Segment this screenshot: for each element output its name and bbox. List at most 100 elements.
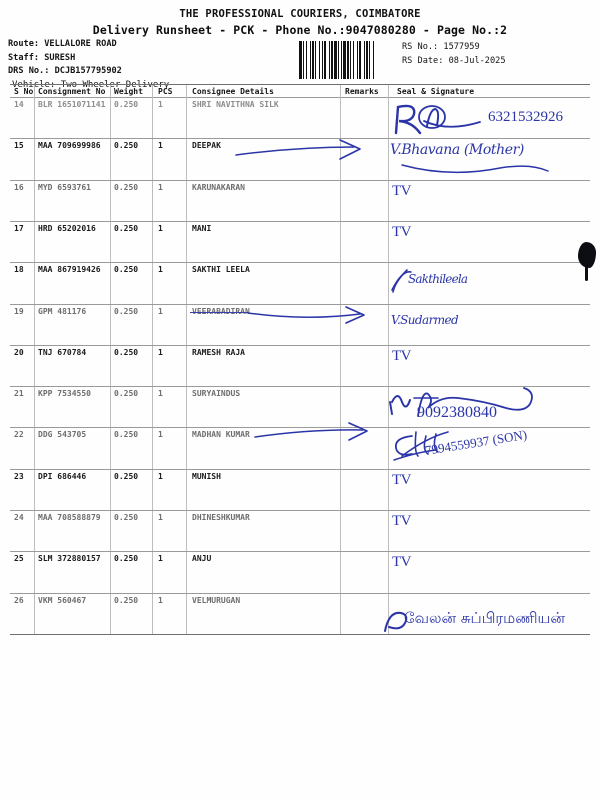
cell-consignee: RAMESH RAJA: [192, 347, 245, 357]
row-rule-21: [10, 427, 590, 429]
cell-pcs: 1: [158, 306, 163, 316]
route-label: Route:: [8, 39, 40, 49]
cell-consignee: VEERABADIRAN: [192, 307, 250, 316]
column-divider-4: [340, 85, 341, 634]
row-rule-25: [10, 592, 590, 594]
cell-consignment_no: MYD 6593761: [38, 182, 91, 192]
cell-pcs: 1: [158, 265, 163, 275]
header-rule: [10, 97, 590, 98]
column-header-remarks: Remarks: [345, 87, 379, 96]
signature-phone-row-22: 7994559937 (SON): [424, 427, 529, 459]
cell-pcs: 1: [158, 554, 163, 564]
column-header-consignee: Consignee Details: [192, 87, 274, 96]
signature-phone-row-21: 9092380840: [417, 404, 497, 422]
cell-sno: 16: [14, 182, 24, 192]
cell-pcs: 1: [158, 223, 163, 233]
page-title: Delivery Runsheet - PCK - Phone No.:9047…: [92, 23, 508, 37]
runsheet-meta-right: RS No.: 1577959 RS Date: 08-Jul-2025: [402, 41, 506, 68]
cell-sno: 25: [14, 554, 24, 564]
cell-weight: 0.250: [114, 471, 139, 481]
row-rule-24: [10, 551, 590, 553]
cell-sno: 24: [14, 513, 24, 522]
cell-consignment_no: MAA 709699986: [38, 141, 101, 151]
signature-mark-row-18: Sakthileela: [408, 272, 468, 287]
cell-weight: 0.250: [114, 100, 139, 109]
column-divider-5: [388, 85, 389, 634]
cell-consignment_no: GPM 481176: [38, 306, 87, 316]
signature-initials-row-25: TV: [392, 554, 412, 571]
signature-initials-row-24: TV: [392, 513, 412, 529]
cell-weight: 0.250: [114, 223, 139, 233]
row-rule-15: [10, 179, 590, 181]
rs-no-line: RS No.: 1577959: [402, 41, 506, 55]
cell-pcs: 1: [158, 513, 163, 522]
cell-weight: 0.250: [114, 347, 139, 357]
signature-mark-row-14: [394, 104, 481, 135]
cell-consignment_no: SLM 372880157: [38, 554, 101, 564]
route-value: VELLALORE ROAD: [44, 39, 117, 49]
cell-consignment_no: DDG 543705: [38, 430, 87, 440]
signature-initials-row-20: TV: [392, 347, 412, 364]
column-header-pcs: PCS: [158, 87, 173, 96]
cell-consignee: ANJU: [192, 554, 212, 564]
cell-pcs: 1: [158, 100, 163, 109]
table-top-rule: [10, 84, 590, 85]
column-divider-0: [34, 85, 35, 634]
ink-blot-tail: [585, 264, 588, 281]
cell-sno: 21: [14, 389, 24, 399]
signature-underline-row-15: [401, 164, 549, 174]
consignee-arrow-row-22: [254, 422, 368, 442]
drs-line: DRS No.: DCJB157795902: [8, 65, 169, 79]
column-divider-1: [110, 85, 111, 634]
cell-consignee: VELMURUGAN: [192, 595, 241, 605]
consignee-arrow-row-19: [247, 305, 365, 324]
staff-label: Staff:: [8, 52, 40, 63]
company-title: THE PROFESSIONAL COURIERS, COIMBATORE: [179, 8, 421, 20]
row-rule-22: [10, 468, 590, 470]
cell-weight: 0.250: [114, 265, 139, 275]
cell-weight: 0.250: [114, 554, 139, 564]
consignee-arrow-row-15: [235, 139, 361, 161]
rs-no-value: 1577959: [443, 42, 480, 52]
cell-sno: 18: [14, 265, 24, 275]
cell-consignment_no: HRD 65202016: [38, 223, 96, 233]
signature-mark-row-26: வேலன் சுப்பிரமணியன்: [404, 608, 565, 627]
cell-pcs: 1: [158, 389, 163, 399]
cell-consignee: DHINESHKUMAR: [192, 513, 250, 522]
column-divider-2: [152, 85, 153, 634]
consignee-strikethrough-row-19: [190, 311, 248, 313]
cell-pcs: 1: [158, 471, 163, 481]
column-header-sno: S No: [14, 87, 34, 96]
column-divider-3: [186, 85, 187, 634]
cell-consignment_no: DPI 686446: [38, 471, 87, 481]
cell-pcs: 1: [158, 347, 163, 357]
cell-sno: 23: [14, 471, 24, 481]
signature-phone-row-14: 6321532926: [488, 109, 563, 125]
cell-weight: 0.250: [114, 430, 139, 440]
ink-blot: [578, 241, 596, 268]
route-line: Route: VELLALORE ROAD: [8, 38, 169, 52]
staff-line: Staff: SURESH: [8, 52, 169, 66]
cell-sno: 14: [14, 100, 24, 109]
cell-consignment_no: MAA 867919426: [38, 265, 101, 275]
signature-initials-row-16: TV: [392, 182, 412, 199]
cell-sno: 19: [14, 306, 24, 316]
cell-pcs: 1: [158, 430, 163, 440]
cell-consignment_no: KPP 7534550: [38, 389, 91, 399]
cell-consignee: MADHAN KUMAR: [192, 430, 250, 440]
row-rule-23: [10, 510, 590, 511]
cell-consignee: MUNISH: [192, 471, 221, 481]
cell-pcs: 1: [158, 182, 163, 192]
rs-date-label: RS Date:: [402, 55, 444, 66]
cell-sno: 20: [14, 347, 24, 357]
cell-weight: 0.250: [114, 141, 139, 151]
cell-consignee: SURYAINDUS: [192, 389, 241, 399]
cell-weight: 0.250: [114, 389, 139, 399]
row-rule-14: [10, 138, 590, 140]
cell-sno: 22: [14, 430, 24, 440]
cell-consignment_no: MAA 708588879: [38, 513, 101, 522]
cell-sno: 26: [14, 595, 24, 605]
cell-consignment_no: TNJ 670784: [38, 347, 87, 357]
cell-weight: 0.250: [114, 513, 139, 522]
